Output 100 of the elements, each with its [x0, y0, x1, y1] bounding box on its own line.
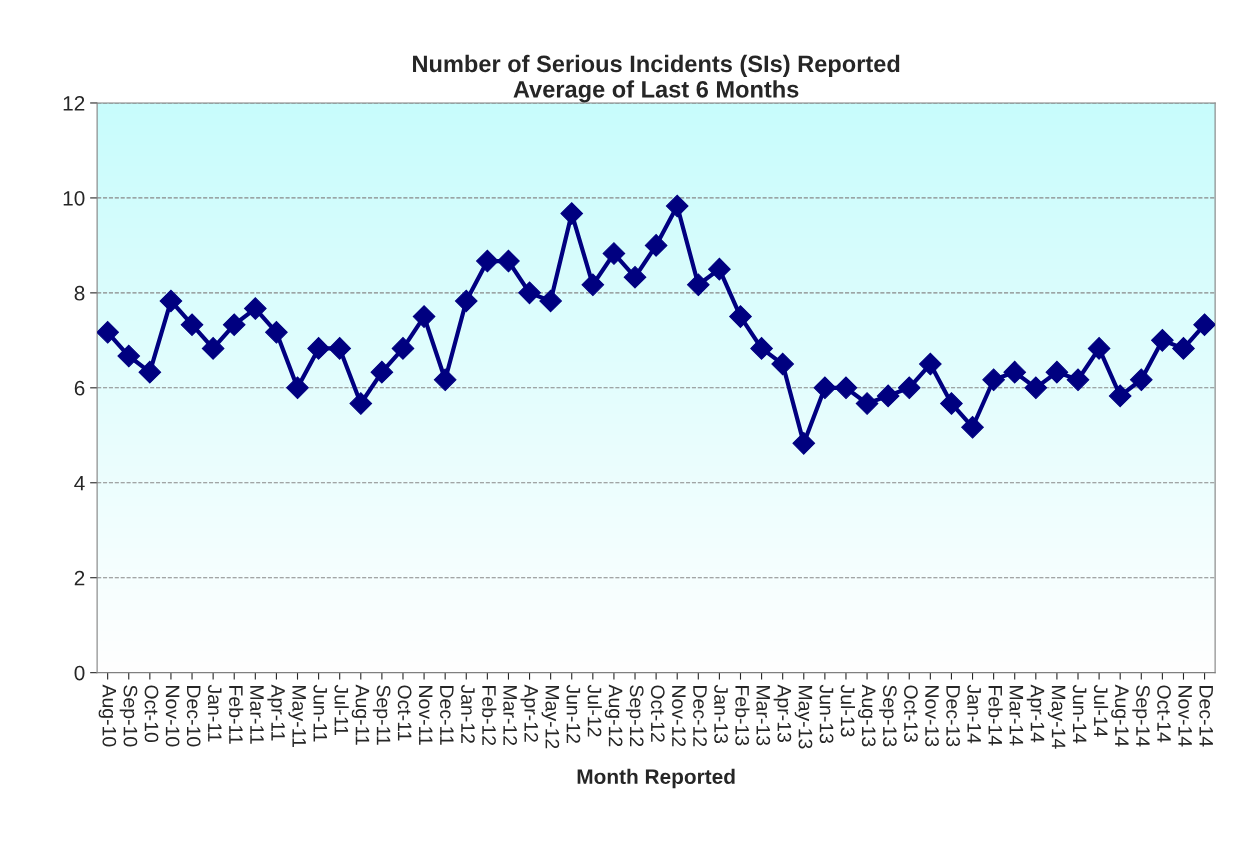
point: [201, 337, 225, 360]
point: [623, 265, 647, 289]
x-tick-label: Sep-13: [879, 685, 897, 747]
point: [644, 234, 668, 257]
x-tick-label: Mar-11: [250, 686, 264, 744]
x-tick-label: Feb-12: [482, 686, 497, 746]
x-tick-label: Jul-12: [587, 684, 602, 737]
point: [433, 368, 457, 392]
y-tick-label: 12: [63, 95, 85, 111]
point: [729, 305, 752, 328]
point: [813, 376, 837, 400]
point: [1172, 337, 1195, 360]
point: [1066, 368, 1090, 392]
point: [222, 313, 246, 336]
x-tick-label: Sep-14: [1132, 685, 1150, 747]
point: [370, 360, 394, 384]
x-tick-label: Dec-14: [1199, 686, 1213, 747]
point: [897, 376, 921, 400]
x-tick-label: Jun-12: [566, 684, 581, 743]
point: [518, 281, 541, 305]
x-tick-label: Sep-10: [119, 685, 138, 747]
point: [307, 337, 330, 360]
x-tick-label: Sep-12: [625, 685, 644, 747]
point: [1087, 337, 1111, 360]
y-tick-label: 10: [63, 190, 85, 206]
x-tick-label: Jan-12: [461, 684, 475, 743]
point: [1193, 313, 1216, 336]
point: [1024, 376, 1048, 400]
x-tick-label: Mar-13: [756, 686, 771, 746]
point: [1129, 368, 1153, 392]
point: [560, 202, 584, 225]
x-tick-label: May-11: [288, 686, 306, 747]
x-tick-label: Jan-11: [207, 684, 222, 742]
point: [708, 257, 731, 281]
x-tick-label: Jul-11: [334, 684, 349, 736]
x-tick-label: May-12: [541, 686, 560, 749]
point: [1108, 384, 1132, 408]
x-tick-label: Nov-11: [418, 686, 433, 745]
y-tick-label: 6: [74, 380, 85, 396]
point: [982, 368, 1005, 392]
x-tick-label: Jun-11: [313, 684, 327, 742]
point: [97, 320, 119, 344]
point: [138, 360, 162, 384]
x-tick-label: Oct-11: [397, 685, 412, 741]
x-tick-label: Oct-10: [144, 685, 159, 743]
point: [1003, 360, 1027, 384]
x-tick-label: Apr-13: [773, 684, 792, 742]
x-tick-label: Feb-14: [988, 686, 1003, 746]
point: [961, 415, 984, 439]
point: [328, 337, 352, 360]
x-tick-label: Feb-11: [229, 686, 244, 744]
x-tick-label: Feb-13: [735, 686, 750, 746]
point: [454, 289, 478, 313]
point: [771, 352, 794, 376]
point: [792, 432, 816, 455]
x-tick-label: Jul-13: [840, 684, 856, 737]
x-axis-title: Month Reported: [577, 768, 735, 789]
x-tick-label: Oct-12: [650, 685, 665, 742]
x-tick-label: Jun-13: [819, 684, 834, 744]
x-tick-label: Jan-13: [714, 684, 728, 744]
x-tick-label: Nov-10: [165, 686, 180, 747]
point: [180, 313, 204, 336]
x-tick-label: May-14: [1047, 686, 1066, 749]
point: [117, 344, 141, 368]
point: [476, 249, 499, 273]
point: [244, 297, 267, 320]
x-tick-label: Aug-14: [1111, 684, 1129, 747]
x-tick-label: Aug-10: [98, 684, 117, 747]
point: [602, 242, 626, 265]
x-tick-label: Aug-11: [351, 684, 370, 745]
x-tick-label: Sep-11: [372, 685, 391, 745]
x-tick-label: Apr-12: [520, 684, 539, 742]
x-tick-label: Jun-14: [1072, 684, 1087, 744]
point: [750, 337, 773, 360]
x-tick-label: Aug-12: [604, 684, 623, 747]
x-tick-label: May-13: [794, 686, 813, 749]
x-tick-label: Dec-11: [439, 686, 454, 745]
point: [1045, 360, 1069, 384]
x-tick-label: Oct-13: [904, 685, 918, 742]
x-tick-label: Jan-14: [967, 684, 981, 744]
y-tick-label: 0: [74, 665, 85, 681]
point: [497, 249, 520, 273]
y-tick-label: 2: [74, 570, 85, 586]
x-tick-label: Aug-13: [858, 684, 876, 747]
point: [940, 392, 963, 415]
point: [286, 376, 309, 400]
point: [855, 392, 879, 415]
x-tick-label: Mar-14: [1009, 686, 1024, 746]
x-tick-label: Nov-12: [671, 686, 686, 747]
point: [834, 376, 858, 400]
point: [412, 305, 436, 328]
y-tick-label: 8: [74, 285, 85, 301]
x-tick-label: Dec-10: [186, 686, 201, 747]
x-tick-label: Dec-12: [693, 686, 707, 747]
x-tick-label: Nov-13: [925, 686, 939, 747]
point: [539, 289, 562, 313]
x-tick-label: Oct-14: [1157, 685, 1171, 743]
x-tick-label: Nov-14: [1178, 686, 1192, 747]
point: [391, 337, 415, 360]
x-tick-label: Dec-13: [946, 686, 960, 747]
